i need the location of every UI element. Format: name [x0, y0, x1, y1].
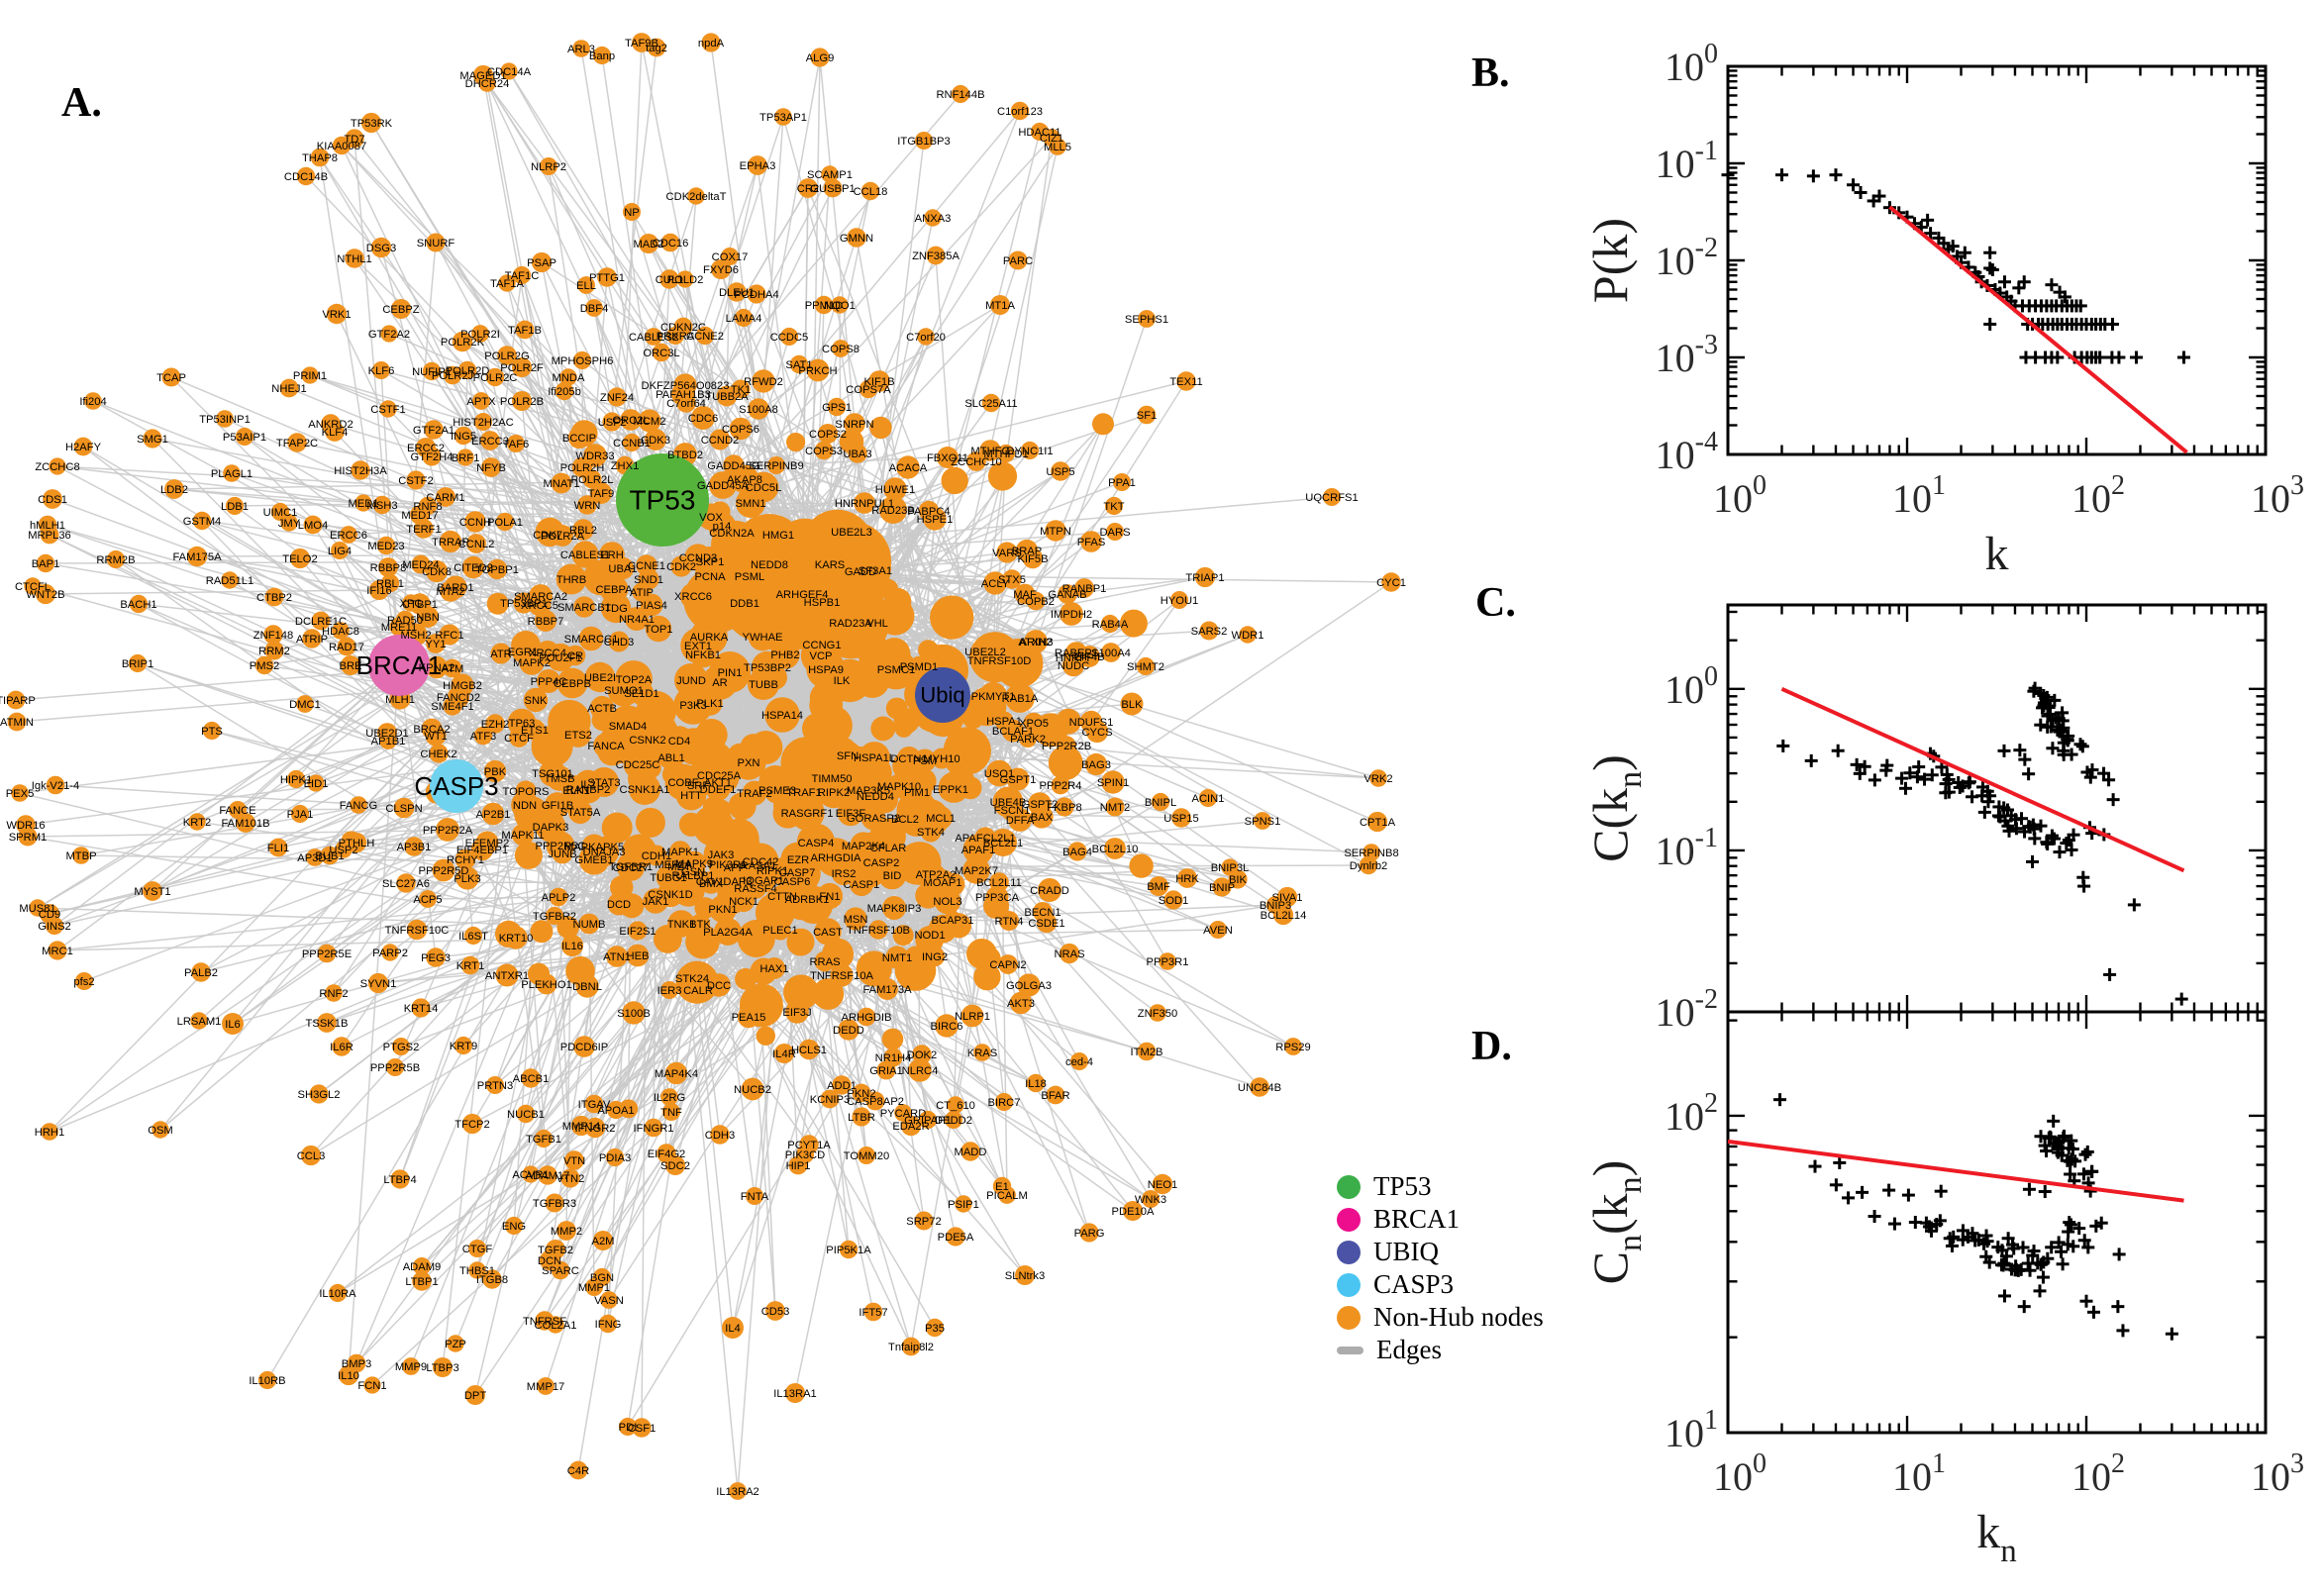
tspan: 3: [2290, 470, 2304, 501]
tick-label: 101: [1892, 470, 1946, 521]
tick-label: 10-3: [1656, 330, 1718, 380]
tick-label: 10-4: [1656, 427, 1718, 477]
tspan: 2: [2111, 470, 2125, 501]
network-edge: [231, 472, 584, 531]
tspan: 1: [1932, 470, 1946, 501]
chart-frame: [1726, 64, 2268, 456]
tspan: 10: [1665, 45, 1704, 89]
tick-label: 100: [1665, 39, 1718, 89]
axis-label: P(k): [1582, 218, 1638, 303]
network-edge: [775, 452, 1007, 466]
network-edge: [984, 650, 1378, 823]
tspan: 0: [1753, 470, 1767, 501]
tick-label: 10-2: [1656, 233, 1718, 283]
tick-label: 100: [1713, 470, 1767, 521]
axis-label: k: [1985, 528, 2009, 580]
tspan: 10: [2251, 476, 2290, 521]
network-edge: [474, 521, 541, 606]
tspan: k: [1985, 528, 2009, 580]
tspan: 10: [1713, 476, 1753, 521]
fit-line: [1888, 205, 2188, 454]
tspan: -2: [1695, 233, 1718, 263]
tspan: 10: [1656, 336, 1695, 380]
tick-label: 102: [2071, 470, 2125, 521]
network-edge: [137, 662, 581, 813]
tspan: 10: [2071, 476, 2111, 521]
chart-axis-labels: P(k) k: [1582, 218, 2009, 580]
network-edge: [27, 836, 568, 929]
network-edge: [15, 654, 576, 701]
chart-points: [1721, 168, 2190, 364]
tspan: 10: [1656, 239, 1695, 283]
tspan: 10: [1656, 142, 1695, 186]
tspan: -4: [1695, 427, 1718, 457]
tspan: -3: [1695, 330, 1718, 360]
network-edge: [616, 396, 930, 512]
network-edge: [1011, 809, 1261, 1088]
tspan: 0: [1704, 39, 1718, 69]
chart-ticks: [1728, 66, 2266, 454]
tick-label: 103: [2251, 470, 2304, 521]
tspan: -1: [1695, 136, 1718, 166]
tick-label: 10-1: [1656, 136, 1718, 186]
network-edge: [631, 211, 839, 547]
tspan: 10: [1892, 476, 1932, 521]
tspan: P(k): [1582, 218, 1638, 303]
chart-frame: [1726, 603, 2268, 1014]
network-edge: [762, 380, 1187, 488]
tspan: 10: [1656, 433, 1695, 477]
chart-ticks: [1728, 605, 2266, 1012]
